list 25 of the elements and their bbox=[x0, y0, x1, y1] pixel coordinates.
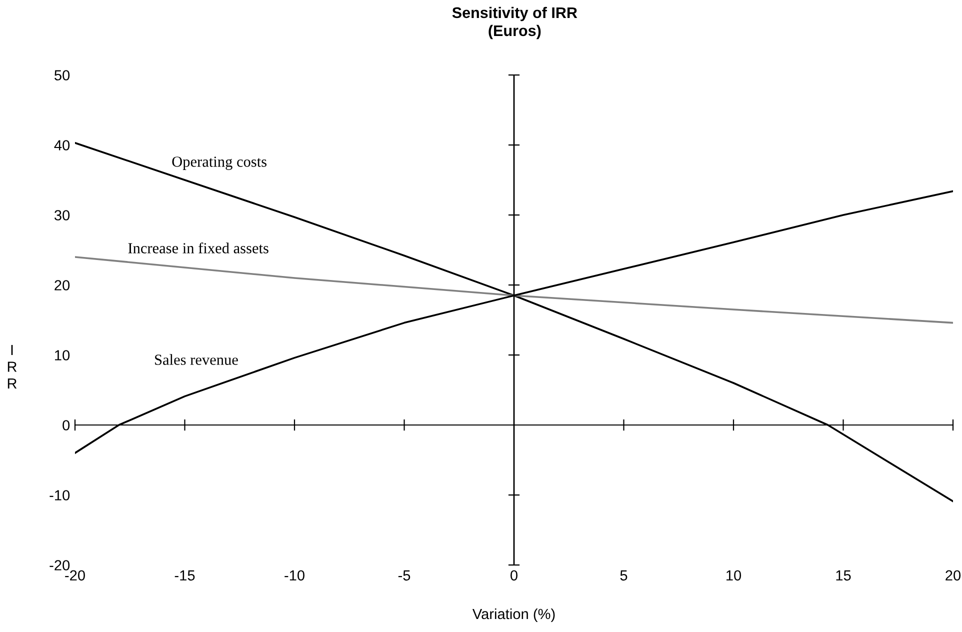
y-tick-label: 10 bbox=[55, 350, 70, 360]
x-tick-label: 0 bbox=[510, 570, 518, 581]
y-tick-label: 50 bbox=[54, 70, 70, 80]
series-label: Operating costs bbox=[172, 156, 266, 170]
x-tick-label: 5 bbox=[620, 570, 628, 581]
x-axis-title: Variation (%) bbox=[472, 608, 555, 622]
y-tick-label: 40 bbox=[54, 140, 70, 150]
y-tick-label: -20 bbox=[50, 560, 70, 570]
x-tick-label: 15 bbox=[836, 570, 851, 581]
series-label: Sales revenue bbox=[155, 354, 238, 365]
y-tick-label: 0 bbox=[62, 420, 70, 430]
x-tick-label: -5 bbox=[398, 570, 410, 581]
series-label: Increase in fixed assets bbox=[128, 242, 268, 254]
y-axis-title: IRR bbox=[8, 344, 17, 389]
chart-title: Sensitivity of IRR bbox=[452, 6, 578, 22]
y-tick-label: -10 bbox=[50, 490, 70, 500]
x-tick-label: -15 bbox=[174, 570, 195, 581]
x-tick-label: -10 bbox=[284, 570, 304, 581]
x-tick-label: 20 bbox=[946, 570, 961, 581]
y-tick-label: 30 bbox=[54, 210, 70, 220]
x-tick-label: 10 bbox=[726, 570, 742, 581]
chart-subtitle: (Euros) bbox=[488, 24, 541, 40]
line-series bbox=[75, 256, 953, 324]
y-tick-label: 20 bbox=[54, 280, 70, 290]
x-tick-label: -20 bbox=[65, 570, 85, 581]
